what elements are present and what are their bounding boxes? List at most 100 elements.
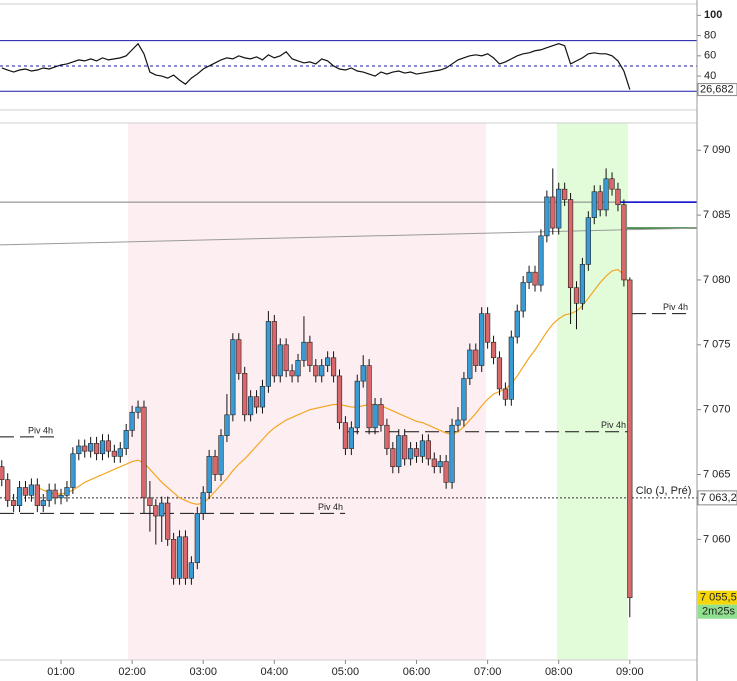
candle-body <box>76 445 82 455</box>
candle-body <box>70 453 76 488</box>
candle-body <box>366 365 372 429</box>
plot-layer: Piv 4h Piv 4h Piv 4h Piv 4h Clo (J, Pré) <box>0 40 698 618</box>
candle-body <box>443 461 449 483</box>
candle-body <box>253 396 260 408</box>
osc-tick-label: 80 <box>704 29 716 41</box>
candle-body <box>544 196 550 237</box>
candle-body <box>413 448 420 457</box>
x-tick-label: 01:00 <box>47 666 75 678</box>
candle-body <box>88 443 94 452</box>
y-tick-label: 7 080 <box>703 274 731 286</box>
candle-body <box>105 440 112 452</box>
x-tick-label: 04:00 <box>261 666 289 678</box>
candle-body <box>111 450 117 457</box>
candle-body <box>58 494 64 499</box>
x-tick-label: 08:00 <box>545 666 573 678</box>
countdown-box <box>698 604 737 619</box>
candle-body <box>378 404 384 426</box>
candle-body <box>99 440 106 455</box>
candle-body <box>283 344 289 372</box>
candle-body <box>218 435 224 475</box>
candle-body <box>508 336 514 400</box>
candle-body <box>585 217 591 265</box>
moving-average <box>37 268 631 505</box>
candle-body <box>384 424 390 449</box>
candle-body <box>597 191 603 211</box>
osc-tick-label: 100 <box>704 9 722 21</box>
candle-body <box>627 279 633 599</box>
candle-body <box>64 487 70 496</box>
osc-last-label: 26,682 <box>700 83 734 95</box>
candle-body <box>621 204 627 281</box>
session-band <box>127 123 486 660</box>
candle-body <box>289 370 295 377</box>
candle-body <box>567 199 574 289</box>
candle-body <box>206 456 212 493</box>
candle-body <box>591 191 597 218</box>
candle-body <box>188 562 194 579</box>
y-tick-label: 7 075 <box>703 339 731 351</box>
candle-body <box>609 178 615 190</box>
osc-tick-label: 60 <box>704 50 716 62</box>
candle-body <box>200 492 206 514</box>
axis-layer: 01:00 02:00 03:00 04:00 05:00 06:00 07:00 08:00… <box>47 9 737 678</box>
candle-body <box>336 375 343 423</box>
osc-tick-label: 40 <box>704 70 716 82</box>
osc-last-box <box>697 83 737 97</box>
candle-body <box>526 271 532 283</box>
candle-body <box>562 188 568 200</box>
y-tick-label: 7 085 <box>703 209 731 221</box>
candle-body <box>342 422 349 449</box>
pivot-label: Piv 4h <box>601 420 626 430</box>
candle-body <box>407 448 414 460</box>
candle-body <box>419 440 426 457</box>
previous-close-box <box>697 490 737 506</box>
candle-body <box>437 461 443 468</box>
last-price-box <box>698 590 737 605</box>
candle-body <box>194 513 200 564</box>
candle-body <box>579 264 586 304</box>
candle-body <box>402 435 408 460</box>
candle-body <box>319 365 325 377</box>
candle-body <box>129 411 135 431</box>
candle-body <box>532 271 538 286</box>
candle-body <box>313 365 319 377</box>
candle-body <box>236 339 242 374</box>
candle-body <box>165 502 171 540</box>
countdown-label: 2m25s <box>702 606 736 618</box>
candle-body <box>176 536 183 579</box>
candle-body <box>265 321 271 387</box>
candle-body <box>372 404 378 429</box>
candle-body <box>295 360 301 377</box>
candle-body <box>159 502 165 517</box>
candle-body <box>496 357 503 390</box>
x-tick-label: 09:00 <box>616 666 644 678</box>
candle-body <box>360 365 366 382</box>
candle-body <box>277 344 283 377</box>
candle-body <box>0 466 5 481</box>
candle-body <box>11 500 17 506</box>
candle-body <box>479 313 485 366</box>
previous-close-label: 7 063,2 <box>700 492 737 504</box>
x-tick-label: 06:00 <box>403 666 431 678</box>
candle-body <box>230 339 236 416</box>
candle-body <box>473 349 479 366</box>
candle-body <box>550 196 556 229</box>
candle-body <box>46 489 52 501</box>
candle-body <box>449 424 455 483</box>
candle-body <box>224 414 230 436</box>
candle-body <box>431 458 437 468</box>
candle-body <box>141 406 147 499</box>
candle-body <box>467 349 473 379</box>
x-tick-label: 02:00 <box>118 666 146 678</box>
candle-body <box>5 479 11 501</box>
candle-body <box>212 456 218 475</box>
candle-body <box>354 380 360 429</box>
candle-body <box>22 487 29 496</box>
candle-body <box>259 386 266 408</box>
candle-body <box>573 287 580 304</box>
candle-body <box>82 445 88 452</box>
pivot-label: Piv 4h <box>318 502 343 512</box>
candle-body <box>242 373 248 416</box>
x-tick-label: 05:00 <box>332 666 360 678</box>
